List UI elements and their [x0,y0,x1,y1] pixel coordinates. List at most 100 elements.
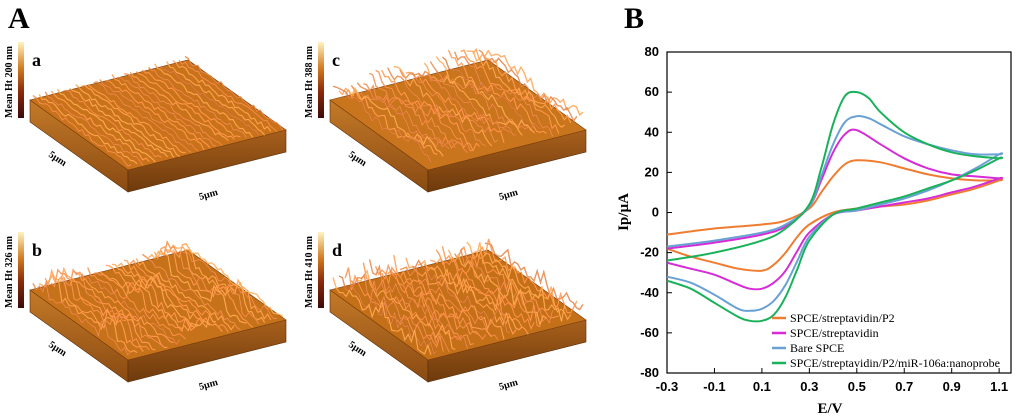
afm-texture-highlight [63,90,162,158]
afm-texture-highlight [478,49,578,122]
legend: SPCE/streptavidin/P2SPCE/streptavidinBar… [772,311,1000,370]
afm-texture-highlight [142,254,241,330]
afm-texture-highlight [478,238,578,314]
x-tick-label: 1.1 [990,379,1008,394]
afm-top-surface [329,249,587,361]
afm-color-scale [318,42,324,118]
afm-sub-label: d [332,240,342,260]
cv-curves [666,90,1004,323]
afm-texture-highlight [375,70,474,152]
x-tick-label: 0.1 [753,379,771,394]
afm-texture-highlight [381,70,480,152]
x-tick-label: 0.9 [943,379,961,394]
afm-texture-highlight [105,80,205,150]
afm-height-label: Mean Ht 410 nm [304,235,315,308]
afm-texture-highlight [75,271,174,343]
afm-texture-highlight [460,246,559,319]
afm-x-size-label: 5µm [198,377,220,393]
afm-texture-highlight [393,66,492,147]
afm-texture-highlight [184,56,284,131]
y-tick-label: 60 [645,84,659,99]
afm-texture-highlight [351,85,450,149]
afm-texture-highlight [405,257,505,340]
y-tick-label: -20 [640,245,659,260]
legend-entry: SPCE/streptavidin/P2 [790,311,895,325]
afm-texture-highlight [124,73,223,146]
afm-texture-highlight [424,62,523,136]
afm-texture-highlight [142,69,241,138]
afm-texture-highlight [57,89,156,163]
cv-series-line-3 [666,115,1004,312]
afm-texture-highlight [387,67,486,146]
afm-texture-highlight [466,241,565,322]
afm-texture-highlight [466,50,565,128]
afm-y-size-label: 5µm [46,339,69,359]
cv-series-line-1 [666,159,1004,272]
y-tick-label: 40 [645,124,659,139]
afm-texture-highlight [332,277,432,355]
afm-height-label: Mean Ht 200 nm [4,45,15,118]
afm-texture-highlight [345,267,444,352]
afm-texture-highlight [363,83,462,149]
legend-entry: SPCE/streptavidin [790,326,879,340]
afm-texture-highlight [51,90,150,162]
afm-texture-highlight [172,243,271,321]
cv-chart: 80 60 40 20 0 -20 -40 -60 -80 -0.3 -0.1 0.1 0.3 0.5 0… [616,44,1012,416]
y-tick-label: -80 [640,365,659,380]
y-tick-label: 80 [645,44,659,59]
afm-image-c: Mean Ht 388 nm c 5µm 5µm [304,42,587,203]
afm-texture-highlight [332,86,432,163]
afm-texture-highlight [160,66,259,136]
y-axis-label: Ip/µA [616,193,632,231]
y-tick-label: 20 [645,164,659,179]
legend-entry: SPCE/streptavidin/P2/miR-106a:nanoprobe [790,356,1000,370]
afm-texture-highlight [45,270,144,352]
afm-texture-highlight [32,281,132,356]
afm-texture-highlight [93,81,192,153]
afm-color-scale [18,42,24,118]
afm-texture-highlight [124,259,223,332]
afm-texture-highlight [81,273,180,345]
afm-texture [332,47,584,163]
afm-texture-highlight [442,246,541,328]
afm-texture-highlight [484,243,584,310]
y-tick-label: -40 [640,285,659,300]
afm-texture-highlight [178,60,278,132]
afm-texture-highlight [454,51,553,137]
afm-texture-highlight [411,260,511,333]
afm-texture-highlight [460,49,559,134]
afm-texture-highlight [81,85,180,157]
afm-texture-highlight [405,72,505,143]
panel-b-label: B [624,2,644,35]
afm-texture-highlight [472,251,571,320]
afm-sub-label: b [32,240,42,260]
y-tick-label: 0 [652,205,659,220]
legend-entry: Bare SPCE [790,341,844,355]
afm-x-size-label: 5µm [198,187,220,203]
afm-texture-highlight [87,84,186,153]
afm-y-size-label: 5µm [346,149,369,169]
afm-texture-highlight [369,73,468,153]
afm-x-size-label: 5µm [498,377,520,393]
afm-texture-highlight [172,60,271,132]
afm-texture [32,55,284,167]
cv-series-line-4 [666,90,1004,323]
afm-texture-highlight [393,254,492,338]
afm-texture-highlight [166,244,265,323]
afm-texture-highlight [339,275,438,355]
afm-height-label: Mean Ht 326 nm [4,235,15,308]
afm-texture-highlight [351,274,450,353]
afm-image-a: Mean Ht 200 nm a 5µm 5µm [4,42,287,203]
afm-sub-label: c [332,50,340,70]
afm-texture-highlight [69,88,168,158]
afm-texture-highlight [418,260,517,335]
afm-texture-highlight [472,48,571,124]
afm-texture-highlight [111,264,211,328]
afm-image-d: Mean Ht 410 nm d 5µm 5µm [304,232,587,393]
afm-texture-highlight [111,74,211,148]
afm-texture-highlight [136,258,235,330]
afm-texture-highlight [387,270,486,340]
x-tick-label: 0.7 [895,379,913,394]
afm-texture-highlight [166,61,265,136]
